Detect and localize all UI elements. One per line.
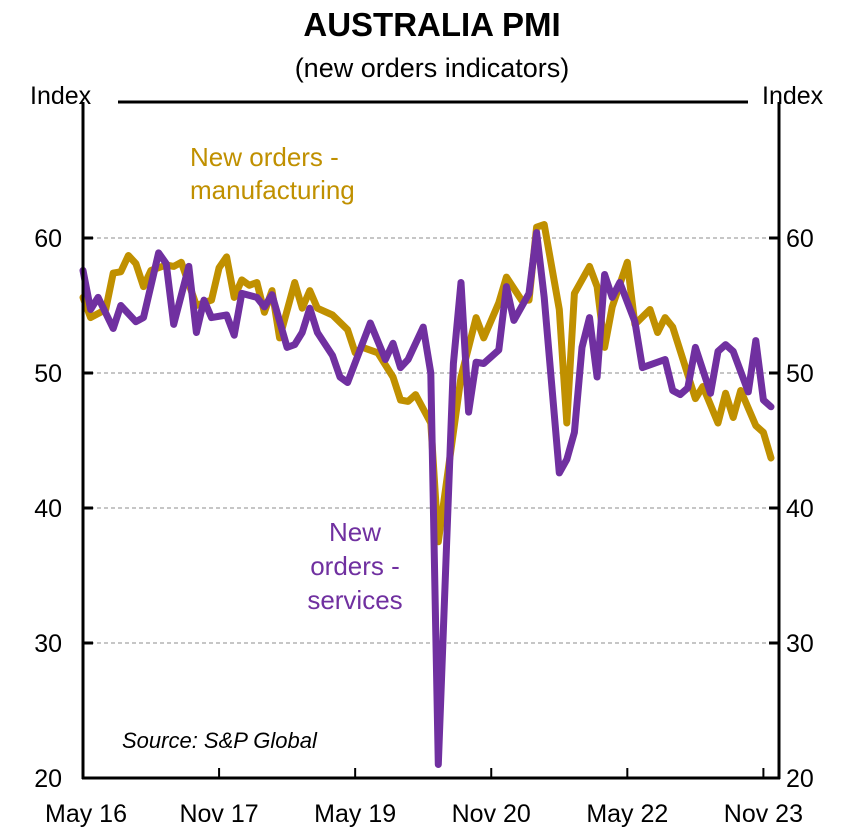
x-tick-label: Nov 17 (179, 800, 258, 828)
series-group (79, 221, 775, 768)
y-tick-label-right: 40 (786, 495, 814, 523)
y-tick-label-left: 30 (34, 630, 62, 658)
right-axis-label: Index (762, 82, 824, 110)
services-label-line-3: services (307, 585, 402, 615)
y-tick-label-left: 60 (34, 225, 62, 253)
x-tick-label: Nov 23 (724, 800, 803, 828)
x-tick-label: May 19 (314, 800, 396, 828)
gridlines (83, 237, 779, 644)
manufacturing-label-line-1: New orders - (190, 142, 339, 172)
x-tick-label: May 16 (45, 800, 127, 828)
y-tick-label-left: 40 (34, 495, 62, 523)
manufacturing-label-line-2: manufacturing (190, 175, 355, 205)
services-line (79, 229, 775, 768)
y-tick-label-left: 50 (34, 360, 62, 388)
left-axis-label: Index (30, 82, 92, 110)
y-tick-label-right: 50 (786, 360, 814, 388)
services-label-line-1: New (329, 517, 381, 547)
y-tick-label-right: 60 (786, 225, 814, 253)
y-tick-label-right: 30 (786, 630, 814, 658)
x-tick-label: Nov 20 (452, 800, 531, 828)
chart-subtitle: (new orders indicators) (295, 53, 570, 83)
axes (81, 100, 781, 780)
y-tick-label-left: 20 (34, 765, 62, 793)
chart-title: AUSTRALIA PMI (303, 6, 560, 43)
x-tick-label: May 22 (586, 800, 668, 828)
source-note: Source: S&P Global (122, 728, 318, 753)
services-label-line-2: orders - (310, 551, 400, 581)
y-tick-label-right: 20 (786, 765, 814, 793)
